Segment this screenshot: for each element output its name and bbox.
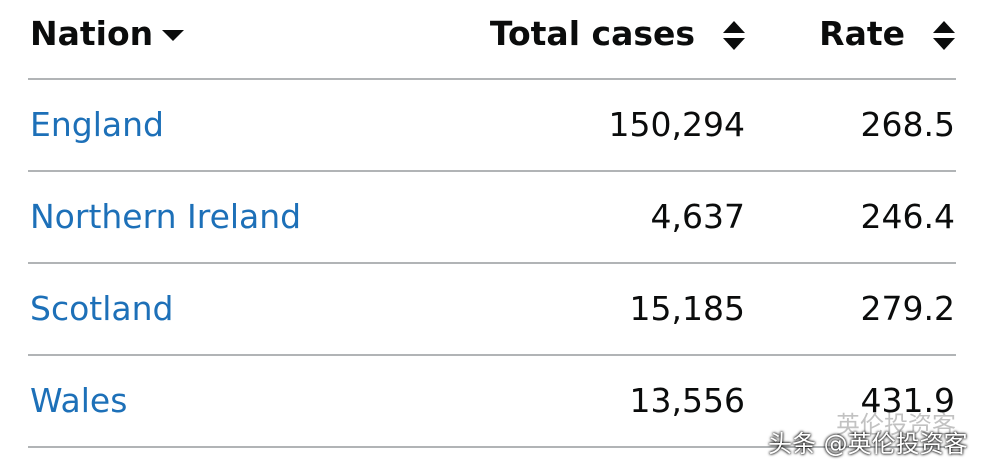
row-divider xyxy=(28,446,956,448)
sort-icon[interactable] xyxy=(933,21,955,51)
column-header[interactable]: Rate xyxy=(819,14,905,53)
nation-link[interactable]: Scotland xyxy=(30,289,174,328)
nation-link[interactable]: England xyxy=(30,105,164,144)
rate: 279.2 xyxy=(860,289,955,328)
watermark-faded: 英伦投资客 xyxy=(836,411,956,439)
watermark: 头条 @英伦投资客 xyxy=(768,430,968,458)
total-cases: 4,637 xyxy=(650,197,745,236)
row-divider xyxy=(28,354,956,356)
rate: 431.9 xyxy=(860,381,955,420)
total-cases: 13,556 xyxy=(629,381,745,420)
nation-link[interactable]: Wales xyxy=(30,381,128,420)
rate: 268.5 xyxy=(860,105,955,144)
row-divider xyxy=(28,170,956,172)
row-divider xyxy=(28,78,956,80)
row-divider xyxy=(28,262,956,264)
total-cases: 150,294 xyxy=(608,105,745,144)
sort-icon[interactable] xyxy=(723,21,745,51)
rate: 246.4 xyxy=(860,197,955,236)
sort-desc-icon[interactable] xyxy=(162,28,184,42)
column-header[interactable]: Total cases xyxy=(489,14,695,53)
total-cases: 15,185 xyxy=(629,289,745,328)
nation-link[interactable]: Northern Ireland xyxy=(30,197,302,236)
column-header[interactable]: Nation xyxy=(30,14,154,53)
